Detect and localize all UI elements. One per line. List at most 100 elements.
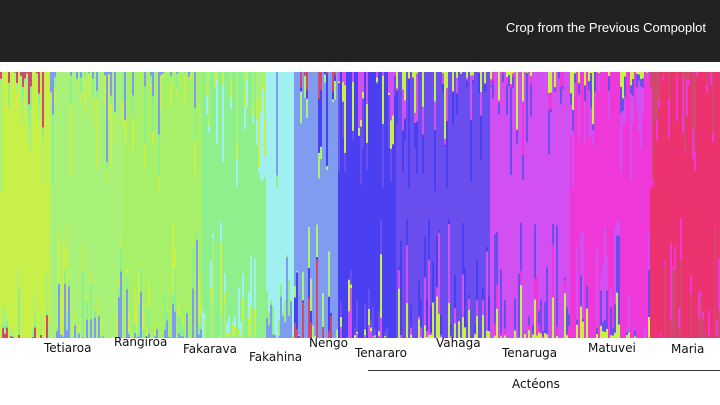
bar-segment xyxy=(214,86,217,88)
bar-segment xyxy=(202,336,205,338)
bar-segment xyxy=(614,304,617,333)
bar-segment xyxy=(708,72,711,311)
bar-segment xyxy=(550,109,553,113)
bar-segment xyxy=(360,72,363,121)
bar-segment xyxy=(664,261,667,266)
bar-segment xyxy=(248,291,251,318)
bar-segment xyxy=(656,119,659,142)
bar-segment xyxy=(92,124,95,338)
bar-segment xyxy=(82,72,85,243)
bar-segment xyxy=(714,227,717,229)
bar-segment xyxy=(200,302,203,317)
bar-segment xyxy=(562,88,565,338)
bar-segment xyxy=(152,96,155,132)
bar-segment xyxy=(428,259,431,336)
bar-segment xyxy=(40,313,43,336)
bar-segment xyxy=(680,259,683,338)
bar-segment xyxy=(140,267,143,292)
bar-segment xyxy=(322,327,325,338)
bar-segment xyxy=(350,284,353,289)
bar-segment xyxy=(452,72,455,92)
bar-segment xyxy=(2,327,5,338)
bar-segment xyxy=(176,72,179,74)
bar-segment xyxy=(328,296,331,332)
bar-segment xyxy=(684,151,687,154)
bar-segment xyxy=(664,264,667,338)
bar-segment xyxy=(146,327,149,337)
bar-segment xyxy=(264,119,267,157)
bar-segment xyxy=(334,99,337,338)
bar-segment xyxy=(368,324,371,338)
bar-segment xyxy=(350,72,353,271)
bar-segment xyxy=(332,72,335,92)
bar-segment xyxy=(678,307,681,329)
bar-segment xyxy=(714,228,717,338)
bar-segment xyxy=(208,121,211,126)
bar-segment xyxy=(692,158,695,338)
bar-segment xyxy=(598,74,601,93)
bar-segment xyxy=(686,115,689,338)
bar-segment xyxy=(626,72,629,328)
bar-segment xyxy=(498,72,501,101)
bar-segment xyxy=(52,114,55,183)
bar-segment xyxy=(596,333,599,338)
bar-segment xyxy=(448,219,451,225)
bar-segment xyxy=(662,80,665,338)
bar-segment xyxy=(182,316,185,327)
bar-segment xyxy=(482,315,485,338)
bar-segment xyxy=(148,282,151,308)
bar-segment xyxy=(220,222,223,243)
bar-segment xyxy=(234,315,237,327)
bar-segment xyxy=(214,87,217,338)
bar-segment xyxy=(406,303,409,338)
bar-segment xyxy=(622,110,625,126)
bar-segment xyxy=(24,82,27,338)
bar-segment xyxy=(62,240,65,336)
bar-segment xyxy=(488,72,491,298)
bar-segment xyxy=(628,294,631,332)
bar-segment xyxy=(224,292,227,305)
bar-segment xyxy=(170,72,173,77)
bar-segment xyxy=(424,325,427,338)
bar-segment xyxy=(618,324,621,338)
bar-segment xyxy=(476,316,479,338)
bar-segment xyxy=(226,72,229,323)
bar-segment xyxy=(388,92,391,96)
bar-segment xyxy=(442,73,445,85)
bar-segment xyxy=(16,72,19,84)
bar-segment xyxy=(164,293,167,295)
bar-segment xyxy=(302,300,305,303)
bar-segment xyxy=(0,81,3,192)
bar-segment xyxy=(616,220,619,236)
bar-segment xyxy=(620,172,623,338)
bar-segment xyxy=(514,330,517,338)
bar-segment xyxy=(100,72,103,318)
bar-segment xyxy=(354,72,357,328)
bar-segment xyxy=(294,286,297,298)
bar-segment xyxy=(628,332,631,338)
bar-segment xyxy=(36,72,39,74)
bar-segment xyxy=(246,107,249,338)
bar-segment xyxy=(286,255,289,258)
bar-segment xyxy=(378,331,381,337)
bar-segment xyxy=(624,72,627,77)
bar-segment xyxy=(412,78,415,338)
bar-segment xyxy=(426,72,429,300)
bar-segment xyxy=(366,142,369,171)
bar-segment xyxy=(356,331,359,334)
bar-segment xyxy=(12,72,15,330)
bar-segment xyxy=(56,327,59,332)
bar-segment xyxy=(118,72,121,280)
bar-segment xyxy=(102,336,105,338)
bar-segment xyxy=(50,92,53,101)
bar-segment xyxy=(114,72,117,112)
bar-segment xyxy=(294,297,297,324)
bar-segment xyxy=(398,288,401,338)
bar-segment xyxy=(278,320,281,337)
bar-segment xyxy=(112,72,115,338)
bar-segment xyxy=(206,114,209,338)
bar-segment xyxy=(12,328,15,336)
bar-segment xyxy=(390,148,393,183)
slide-title: Crop from the Previous Compoplot xyxy=(505,20,706,35)
bar-segment xyxy=(502,73,505,83)
